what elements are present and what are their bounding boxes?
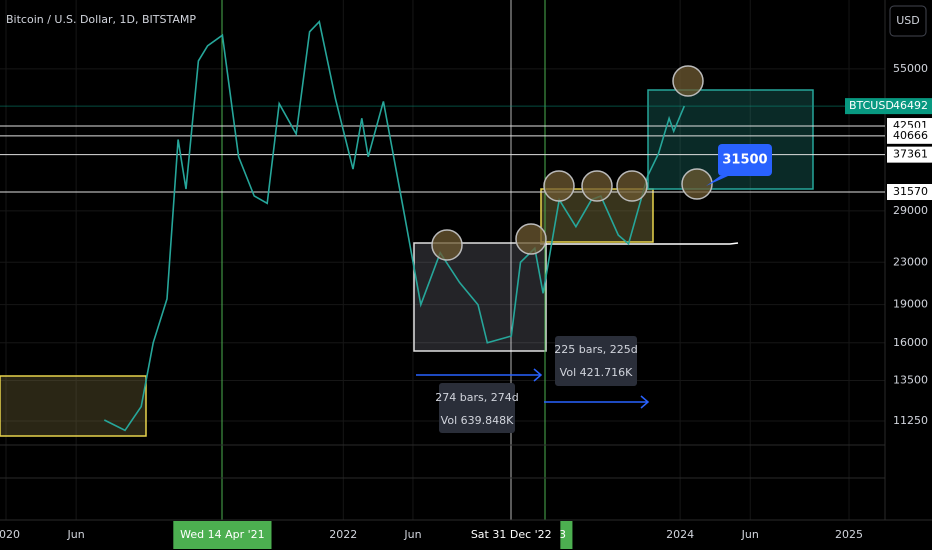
- callout-box: [718, 144, 772, 176]
- volume-label: Vol 639.848K: [441, 414, 514, 427]
- range-label-box: [555, 336, 637, 386]
- last-price-label: 46492: [893, 99, 928, 112]
- volume-label: Vol 421.716K: [560, 366, 633, 379]
- x-tick-label: 2020: [0, 528, 20, 541]
- x-highlight-label: Wed 14 Apr '21: [180, 528, 265, 541]
- price-level-label: 37361: [893, 148, 928, 161]
- x-highlight-tag: [173, 521, 272, 549]
- x-tick-label: 2025: [835, 528, 863, 541]
- x-tick-label: 2024: [666, 528, 694, 541]
- circles: [431, 65, 713, 261]
- y-tick-label: 29000: [893, 204, 928, 217]
- support-line: [540, 242, 739, 245]
- box-2022: [413, 242, 547, 352]
- x-tick-label: 2022: [329, 528, 357, 541]
- box-2020: [0, 375, 147, 437]
- last-price-name: BTCUSD: [849, 99, 894, 112]
- currency-button[interactable]: [889, 5, 927, 37]
- y-tick-label: 11250: [893, 414, 928, 427]
- axes: 55000 29000 23000 19000 16000 13500 11250 2020 J…: [0, 62, 932, 549]
- callout-pointer: [706, 176, 728, 186]
- price-level-tag: [887, 146, 932, 163]
- x-tick-label: Jun: [741, 528, 759, 541]
- circle: [681, 168, 713, 200]
- circle: [616, 170, 648, 202]
- x-highlight-tag: [462, 521, 561, 549]
- price-level-tag: [887, 127, 932, 144]
- currency[interactable]: USD: [896, 14, 920, 27]
- y-tick-label: 23000: [893, 255, 928, 268]
- range-label: 274 bars, 274d: [435, 391, 518, 404]
- range-label: 225 bars, 225d: [554, 343, 637, 356]
- y-tick-label: 13500: [893, 374, 928, 387]
- last-price-tag: [845, 98, 932, 115]
- y-tick-label: 16000: [893, 336, 928, 349]
- price-level-label: 40666: [893, 129, 928, 142]
- y-tick-label: 19000: [893, 298, 928, 311]
- price-level-label: 31570: [893, 185, 928, 198]
- y-tick-label: 55000: [893, 62, 928, 75]
- callout-text: 31500: [722, 153, 767, 168]
- arrowhead: [533, 368, 543, 382]
- circle: [431, 229, 463, 261]
- range-label-box: [439, 383, 515, 433]
- x-tick-label: Jun: [403, 528, 421, 541]
- circle: [581, 170, 613, 202]
- x-highlight-label: Sat 31 Dec '22: [471, 528, 552, 541]
- arrowhead: [640, 395, 650, 409]
- circle: [515, 223, 547, 255]
- x-tick-label: Jun: [67, 528, 85, 541]
- circle: [672, 65, 704, 97]
- chart-title: Bitcoin / U.S. Dollar, 1D, BITSTAMP: [6, 13, 196, 26]
- price-level-tag: [887, 184, 932, 201]
- circle: [543, 170, 575, 202]
